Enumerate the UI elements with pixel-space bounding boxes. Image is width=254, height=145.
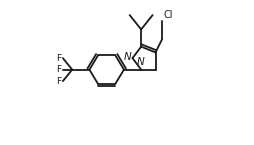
Text: F: F [56, 77, 61, 86]
Text: N: N [136, 57, 144, 67]
Text: Cl: Cl [163, 10, 172, 20]
Text: F: F [56, 65, 61, 74]
Text: N: N [123, 52, 131, 62]
Text: F: F [56, 54, 61, 63]
